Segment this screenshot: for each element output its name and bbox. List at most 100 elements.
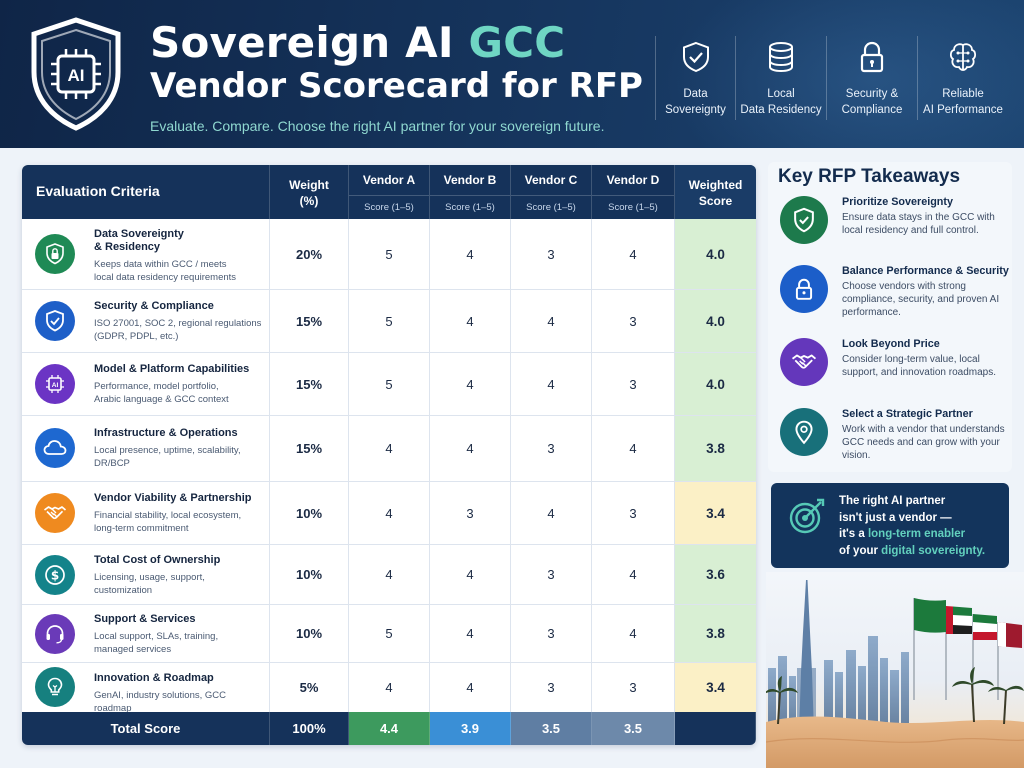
vendor-name: Vendor C xyxy=(511,165,591,196)
col-header-weighted-score: Weighted Score xyxy=(675,165,756,219)
header-banner: AI Sovereign AI GCC Vendor Scorecard for… xyxy=(0,0,1024,148)
weighted-score: 4.0 xyxy=(675,290,756,352)
weight-cell: 10% xyxy=(270,545,349,604)
criteria-title: Support & Services xyxy=(94,613,196,625)
pillar-label: Security & Compliance xyxy=(841,88,903,116)
criteria-desc: Financial stability, local ecosystem, lo… xyxy=(94,510,242,534)
weighted-score: 4.0 xyxy=(675,353,756,415)
vendor-name: Vendor D xyxy=(592,165,674,196)
col-header-vendor-c: Vendor C Score (1–5) xyxy=(511,165,592,219)
callout-line4: of your digital sovereignty. xyxy=(839,543,985,560)
table-row: Infrastructure & Operations Local presen… xyxy=(22,416,756,482)
criteria-desc: Local presence, uptime, scalability, DR/… xyxy=(94,445,241,469)
pillar-label: Reliable AI Performance xyxy=(923,88,1003,116)
vendor-a-score: 5 xyxy=(349,353,430,415)
vendor-c-score: 4 xyxy=(511,290,592,352)
weight-cell: 20% xyxy=(270,219,349,289)
callout-line3: it's a long-term enabler xyxy=(839,526,985,543)
cloud-icon xyxy=(35,428,75,468)
pillar-list: Data Sovereignty Local Data Residency Se… xyxy=(655,36,1008,120)
table-row: Innovation & Roadmap GenAI, industry sol… xyxy=(22,663,756,714)
criteria-desc: GenAI, industry solutions, GCC roadmap xyxy=(94,690,226,714)
callout-line4-text: of your xyxy=(839,544,882,557)
svg-text:$: $ xyxy=(51,569,59,583)
takeaway-desc: Work with a vendor that understands GCC … xyxy=(842,424,1005,461)
vendor-b-score: 4 xyxy=(430,416,511,481)
total-score-row: Total Score 100% 4.4 3.9 3.5 3.5 xyxy=(22,712,756,745)
handshake-icon xyxy=(780,338,828,386)
weight-cell: 15% xyxy=(270,416,349,481)
vendor-c-total: 3.5 xyxy=(511,712,592,745)
vendor-score-scale: Score (1–5) xyxy=(364,202,414,213)
handshake-icon xyxy=(35,493,75,533)
takeaways-title: Key RFP Takeaways xyxy=(778,166,961,187)
pillar-data-sovereignty: Data Sovereignty xyxy=(655,36,735,120)
vendor-name: Vendor B xyxy=(430,165,510,196)
vendor-d-score: 4 xyxy=(592,219,675,289)
weight-cell: 5% xyxy=(270,663,349,712)
gcc-skyline-illustration xyxy=(766,572,1024,768)
headset-icon xyxy=(35,614,75,654)
lock-shield-icon xyxy=(35,234,75,274)
criteria-title: Infrastructure & Operations xyxy=(94,427,238,439)
callout-line3-text: it's a xyxy=(839,528,868,540)
criteria-desc: Keeps data within GCC / meets local data… xyxy=(94,259,237,283)
ai-shield-logo-icon: AI xyxy=(31,17,121,131)
criteria-cell: Security & Compliance ISO 27001, SOC 2, … xyxy=(22,290,270,352)
lock-icon xyxy=(860,41,884,73)
weighted-score: 3.8 xyxy=(675,416,756,481)
weight-cell: 10% xyxy=(270,482,349,544)
vendor-c-score: 3 xyxy=(511,219,592,289)
takeaway-desc: Consider long-term value, local support,… xyxy=(842,354,996,378)
vendor-d-score: 3 xyxy=(592,663,675,712)
weighted-score: 3.4 xyxy=(675,482,756,544)
criteria-title: Model & Platform Capabilities xyxy=(94,363,250,375)
vendor-score-scale: Score (1–5) xyxy=(608,202,658,213)
vendor-d-score: 3 xyxy=(592,482,675,544)
vendor-a-total: 4.4 xyxy=(349,712,430,745)
page-title: Sovereign AI GCC xyxy=(150,18,565,67)
vendor-c-score: 3 xyxy=(511,605,592,662)
page-title-line2: Vendor Scorecard for RFP xyxy=(150,66,643,106)
chip-label: AI xyxy=(52,382,59,389)
ai-chip-icon: AI xyxy=(35,364,75,404)
criteria-desc: Performance, model portfolio, Arabic lan… xyxy=(94,381,229,405)
takeaway-title: Look Beyond Price xyxy=(842,338,940,350)
vendor-a-score: 5 xyxy=(349,605,430,662)
table-row: $ Total Cost of Ownership Licensing, usa… xyxy=(22,545,756,605)
takeaway-desc: Choose vendors with strong compliance, s… xyxy=(842,281,1000,318)
callout-line2: isn't just a vendor — xyxy=(839,511,952,524)
target-icon xyxy=(789,498,825,534)
shield-check-icon xyxy=(780,196,828,244)
vendor-score-scale: Score (1–5) xyxy=(445,202,495,213)
col-header-vendor-d: Vendor D Score (1–5) xyxy=(592,165,675,219)
lightbulb-icon xyxy=(35,667,75,707)
pillar-ai-performance: Reliable AI Performance xyxy=(917,36,1008,120)
location-pin-icon xyxy=(780,408,828,456)
table-row: AI Model & Platform Capabilities Perform… xyxy=(22,353,756,416)
vendor-d-score: 4 xyxy=(592,416,675,481)
criteria-title: Data Sovereignty & Residency xyxy=(94,228,184,253)
brain-icon xyxy=(949,43,977,71)
weight-cell: 15% xyxy=(270,353,349,415)
col-header-vendor-b: Vendor B Score (1–5) xyxy=(430,165,511,219)
pillar-label: Local Data Residency xyxy=(740,88,822,116)
weighted-score: 4.0 xyxy=(675,219,756,289)
table-row: Support & Services Local support, SLAs, … xyxy=(22,605,756,663)
vendor-d-score: 3 xyxy=(592,290,675,352)
criteria-desc: Licensing, usage, support, customization xyxy=(94,572,205,596)
vendor-c-score: 3 xyxy=(511,545,592,604)
vendor-a-score: 4 xyxy=(349,416,430,481)
criteria-cell: Innovation & Roadmap GenAI, industry sol… xyxy=(22,663,270,714)
table-row: Vendor Viability & Partnership Financial… xyxy=(22,482,756,545)
vendor-a-score: 4 xyxy=(349,482,430,544)
vendor-b-score: 4 xyxy=(430,545,511,604)
logo-text: AI xyxy=(68,66,85,85)
callout-box: The right AI partner isn't just a vendor… xyxy=(771,483,1009,568)
weighted-score: 3.8 xyxy=(675,605,756,662)
shield-check-icon xyxy=(682,41,709,73)
takeaways-panel: Key RFP Takeaways Prioritize Sovereignty… xyxy=(768,162,1012,472)
vendor-score-scale: Score (1–5) xyxy=(526,202,576,213)
criteria-cell: Support & Services Local support, SLAs, … xyxy=(22,605,270,662)
vendor-b-score: 3 xyxy=(430,482,511,544)
